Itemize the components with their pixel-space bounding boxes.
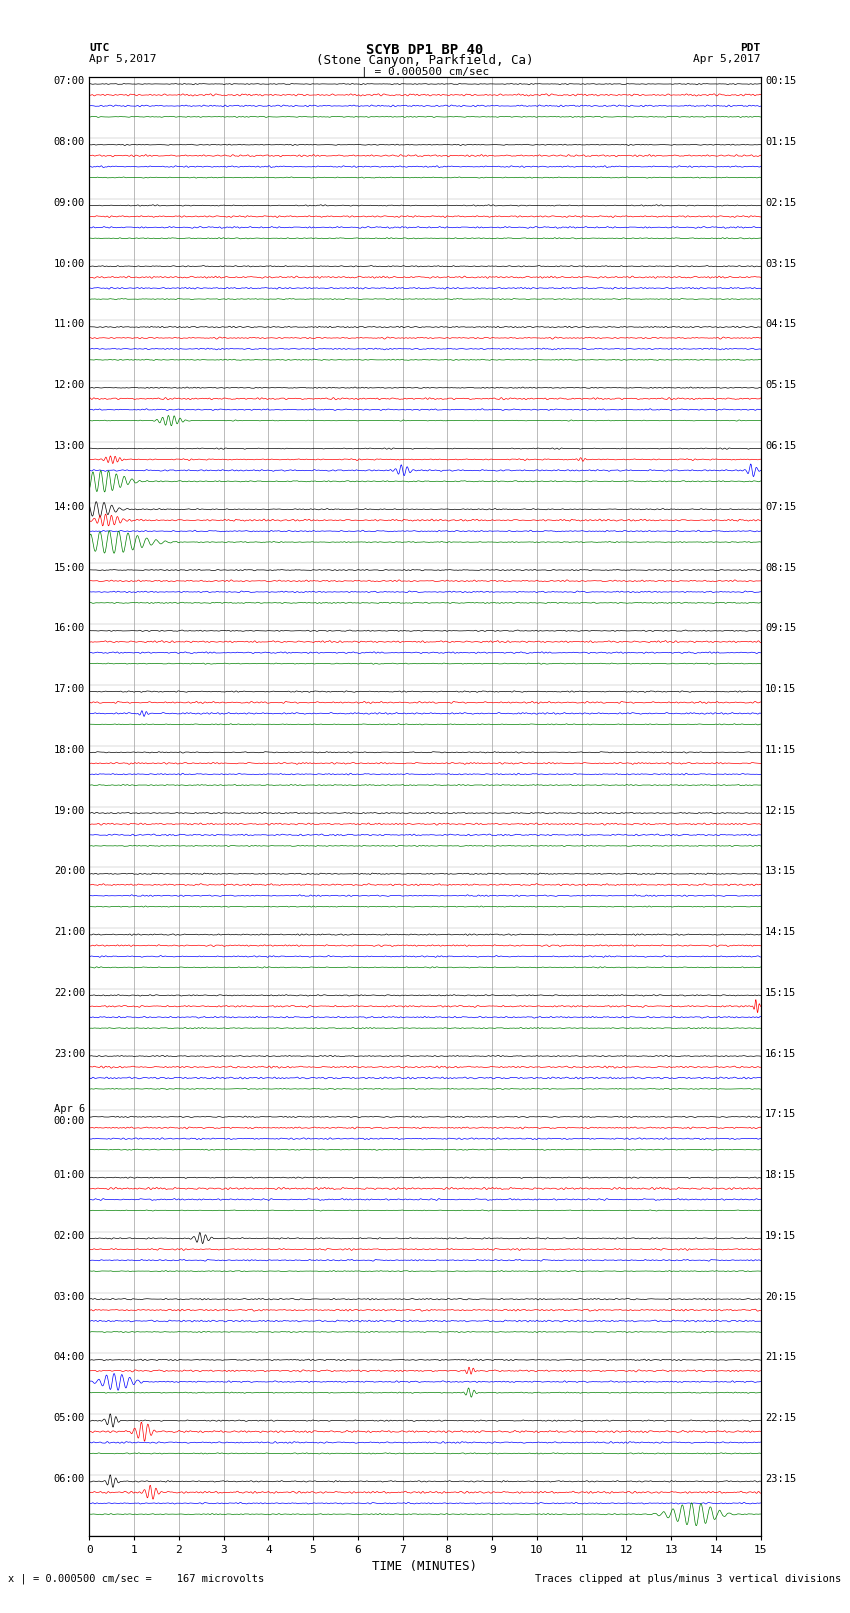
- Text: Apr 5,2017: Apr 5,2017: [694, 53, 761, 65]
- Text: x | = 0.000500 cm/sec =    167 microvolts: x | = 0.000500 cm/sec = 167 microvolts: [8, 1573, 264, 1584]
- Text: UTC: UTC: [89, 44, 110, 53]
- Text: PDT: PDT: [740, 44, 761, 53]
- Text: Apr 5,2017: Apr 5,2017: [89, 53, 156, 65]
- Text: | = 0.000500 cm/sec: | = 0.000500 cm/sec: [361, 66, 489, 77]
- X-axis label: TIME (MINUTES): TIME (MINUTES): [372, 1560, 478, 1573]
- Text: (Stone Canyon, Parkfield, Ca): (Stone Canyon, Parkfield, Ca): [316, 53, 534, 68]
- Text: SCYB DP1 BP 40: SCYB DP1 BP 40: [366, 44, 484, 56]
- Text: Traces clipped at plus/minus 3 vertical divisions: Traces clipped at plus/minus 3 vertical …: [536, 1574, 842, 1584]
